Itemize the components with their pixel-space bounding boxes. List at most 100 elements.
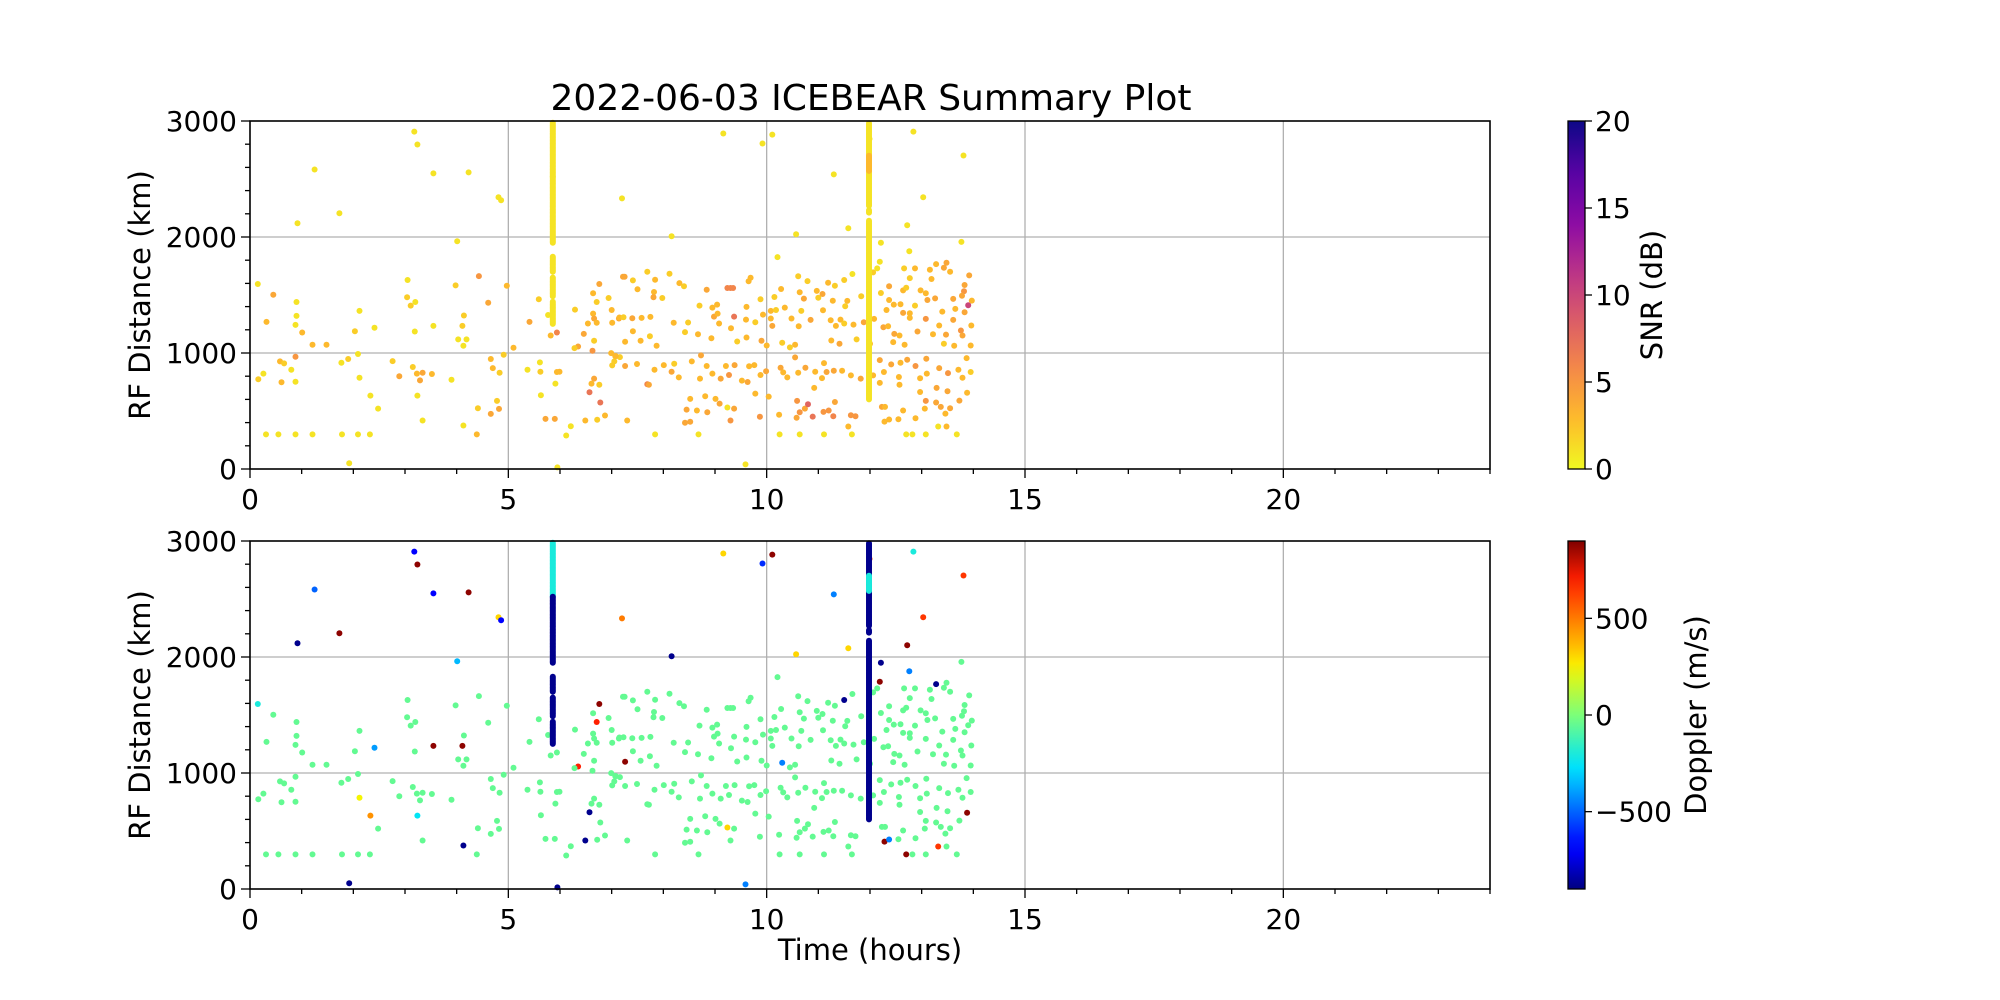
data-point <box>932 295 939 302</box>
data-point <box>837 316 844 323</box>
data-point <box>731 313 738 320</box>
data-point <box>935 843 942 850</box>
data-point <box>959 374 966 381</box>
data-point <box>890 301 897 308</box>
data-point <box>896 752 903 759</box>
data-point <box>825 827 832 834</box>
data-point <box>957 327 964 334</box>
y-tick-label: 0 <box>219 873 237 906</box>
data-point <box>620 314 627 321</box>
data-point <box>549 718 556 725</box>
data-point <box>942 830 949 837</box>
data-point <box>819 375 825 382</box>
data-point <box>487 830 494 837</box>
data-point <box>830 787 837 794</box>
streak-points <box>549 694 556 720</box>
data-point <box>933 384 940 391</box>
data-point <box>796 289 803 296</box>
data-point <box>552 800 559 807</box>
data-point <box>845 225 852 232</box>
data-point <box>487 410 494 417</box>
data-point <box>355 851 361 858</box>
data-point <box>687 418 694 425</box>
colorbar-tick-label: 0 <box>1595 699 1613 732</box>
data-point <box>712 395 719 402</box>
data-point <box>778 286 785 292</box>
data-point <box>794 397 801 404</box>
data-point <box>728 745 734 752</box>
data-point <box>871 735 878 742</box>
data-point <box>839 787 846 794</box>
data-point <box>681 703 687 710</box>
data-point <box>793 231 800 238</box>
data-point <box>847 412 854 419</box>
data-point <box>801 825 808 832</box>
data-point <box>939 728 946 735</box>
data-point <box>452 702 459 709</box>
data-point <box>580 750 587 757</box>
data-point <box>703 783 710 789</box>
data-point <box>294 640 301 647</box>
data-point <box>886 703 893 710</box>
data-point <box>947 825 954 832</box>
data-point <box>688 778 695 785</box>
data-point <box>708 755 715 762</box>
data-point <box>346 880 353 887</box>
data-point <box>596 281 603 287</box>
data-point <box>956 397 963 404</box>
streak-points <box>549 539 556 600</box>
data-point <box>769 322 776 329</box>
streak-points <box>866 637 872 823</box>
data-point <box>747 274 754 281</box>
data-point <box>542 835 549 842</box>
data-point <box>906 695 913 702</box>
data-point <box>375 405 382 412</box>
data-point <box>671 780 678 787</box>
data-point <box>537 392 544 399</box>
data-point <box>917 707 924 714</box>
data-point <box>697 795 703 802</box>
data-point <box>703 363 710 369</box>
data-point <box>912 415 919 422</box>
data-point <box>821 780 827 787</box>
data-point <box>839 367 846 374</box>
data-point <box>966 272 973 279</box>
streak-points <box>866 627 872 636</box>
colorbar-scale <box>1567 120 1586 470</box>
data-point <box>371 744 378 751</box>
data-point <box>496 369 503 376</box>
data-point <box>952 305 959 312</box>
data-point <box>900 729 907 736</box>
data-point <box>900 407 907 414</box>
streak-points <box>866 217 872 403</box>
data-point <box>731 405 738 412</box>
data-point <box>815 294 822 301</box>
data-point <box>366 431 373 438</box>
data-point <box>796 709 803 716</box>
data-point <box>428 791 435 797</box>
data-point <box>944 808 951 815</box>
data-point <box>430 170 437 177</box>
data-point <box>463 756 470 763</box>
data-point <box>572 726 578 733</box>
data-point <box>645 381 652 388</box>
data-point <box>819 795 825 802</box>
data-point <box>634 781 640 787</box>
colorbar-tick-label: 15 <box>1595 192 1631 225</box>
data-point <box>644 688 651 695</box>
colorbar-tick-label: 5 <box>1595 366 1613 399</box>
data-point <box>593 299 600 305</box>
data-point <box>958 658 965 665</box>
data-point <box>651 289 657 295</box>
data-point <box>955 366 962 373</box>
data-point <box>842 723 849 730</box>
data-point <box>961 729 968 736</box>
data-point <box>545 312 552 318</box>
data-point <box>830 591 837 598</box>
data-point <box>722 363 729 369</box>
data-point <box>920 614 927 621</box>
data-point <box>336 630 343 637</box>
streak-points <box>549 274 556 300</box>
data-point <box>688 358 695 365</box>
data-point <box>596 701 603 707</box>
